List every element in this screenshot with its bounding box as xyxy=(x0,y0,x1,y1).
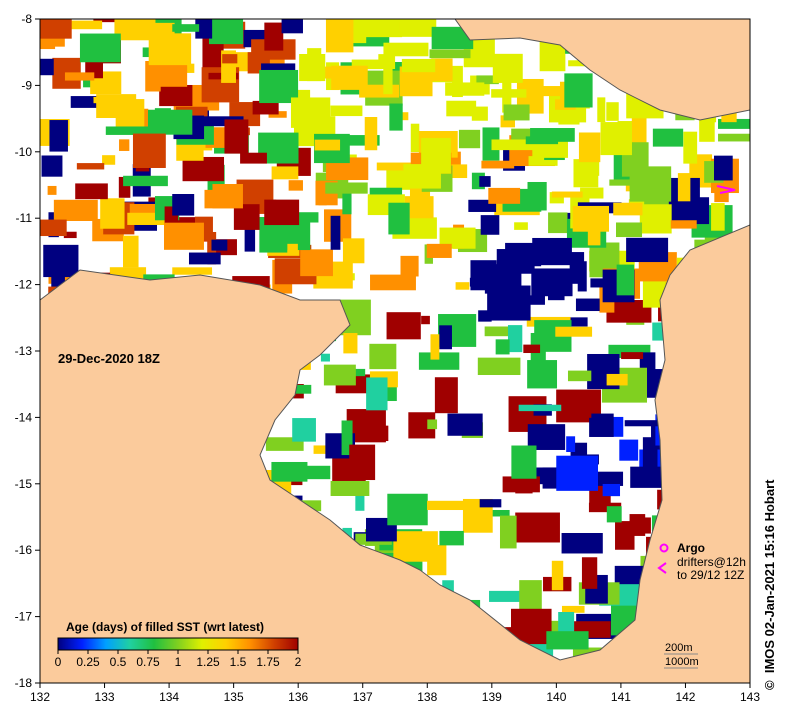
coastline xyxy=(40,224,750,661)
x-axis: 132 133 134 135 136 137 138 139 140 141 142 143 xyxy=(30,683,760,704)
x-tick-label: 142 xyxy=(675,690,695,704)
y-tick-label: -15 xyxy=(15,477,33,491)
credit-text: © IMOS 02-Jan-2021 15:16 Hobart xyxy=(762,479,777,690)
y-tick-label: -10 xyxy=(15,145,33,159)
date-label: 29-Dec-2020 18Z xyxy=(58,351,160,366)
legend-title: Age (days) of filled SST (wrt latest) xyxy=(66,620,264,634)
y-tick-label: -16 xyxy=(15,543,33,557)
x-tick-label: 138 xyxy=(417,690,437,704)
y-tick-label: -9 xyxy=(21,78,32,92)
y-tick-label: -8 xyxy=(21,12,32,26)
x-tick-label: 136 xyxy=(288,690,308,704)
x-tick-label: 143 xyxy=(740,690,760,704)
legend-label: 0 xyxy=(55,655,62,669)
legend-label: 2 xyxy=(295,655,302,669)
map-plot-area xyxy=(40,19,750,683)
legend-label: 1.5 xyxy=(230,655,247,669)
y-tick-label: -14 xyxy=(15,410,33,424)
legend-label: 0.25 xyxy=(76,655,100,669)
y-tick-label: -13 xyxy=(15,344,33,358)
x-tick-label: 134 xyxy=(159,690,179,704)
x-tick-label: 137 xyxy=(353,690,373,704)
copyright-icon: © xyxy=(762,680,777,690)
legend-label: 0.75 xyxy=(136,655,160,669)
marker-key: Argo drifters@12h to 29/12 12Z xyxy=(657,185,746,582)
drifter-marker-icon xyxy=(657,562,667,574)
y-tick-label: -18 xyxy=(15,676,33,690)
legend-colorbar xyxy=(57,637,299,651)
legend-labels: 0 0.25 0.5 0.75 1 1.25 1.5 1.75 2 xyxy=(55,650,302,669)
drifter-label-1: drifters@12h xyxy=(677,555,746,569)
y-tick-label: -11 xyxy=(16,211,33,225)
x-tick-label: 139 xyxy=(482,690,502,704)
legend-label: 1 xyxy=(175,655,182,669)
legend-label: 1.25 xyxy=(196,655,220,669)
y-tick-label: -12 xyxy=(15,278,33,292)
x-tick-label: 133 xyxy=(95,690,115,704)
y-tick-label: -17 xyxy=(15,610,33,624)
depth-1000-label: 1000m xyxy=(665,656,699,668)
y-axis: -8 -9 -10 -11 -12 -13 -14 -15 -16 -17 -18 xyxy=(15,12,40,690)
legend-label: 0.5 xyxy=(110,655,127,669)
x-tick-label: 140 xyxy=(546,690,566,704)
x-tick-label: 135 xyxy=(224,690,244,704)
x-tick-label: 141 xyxy=(611,690,631,704)
depth-key: 200m 1000m xyxy=(664,642,699,669)
argo-label: Argo xyxy=(677,541,705,555)
drifter-track xyxy=(716,185,736,194)
depth-200-label: 200m xyxy=(665,642,693,654)
argo-marker-icon xyxy=(659,543,669,553)
x-tick-label: 132 xyxy=(30,690,50,704)
drifter-label-2: to 29/12 12Z xyxy=(677,568,744,582)
legend-label: 1.75 xyxy=(256,655,280,669)
north-coastline xyxy=(454,19,750,121)
